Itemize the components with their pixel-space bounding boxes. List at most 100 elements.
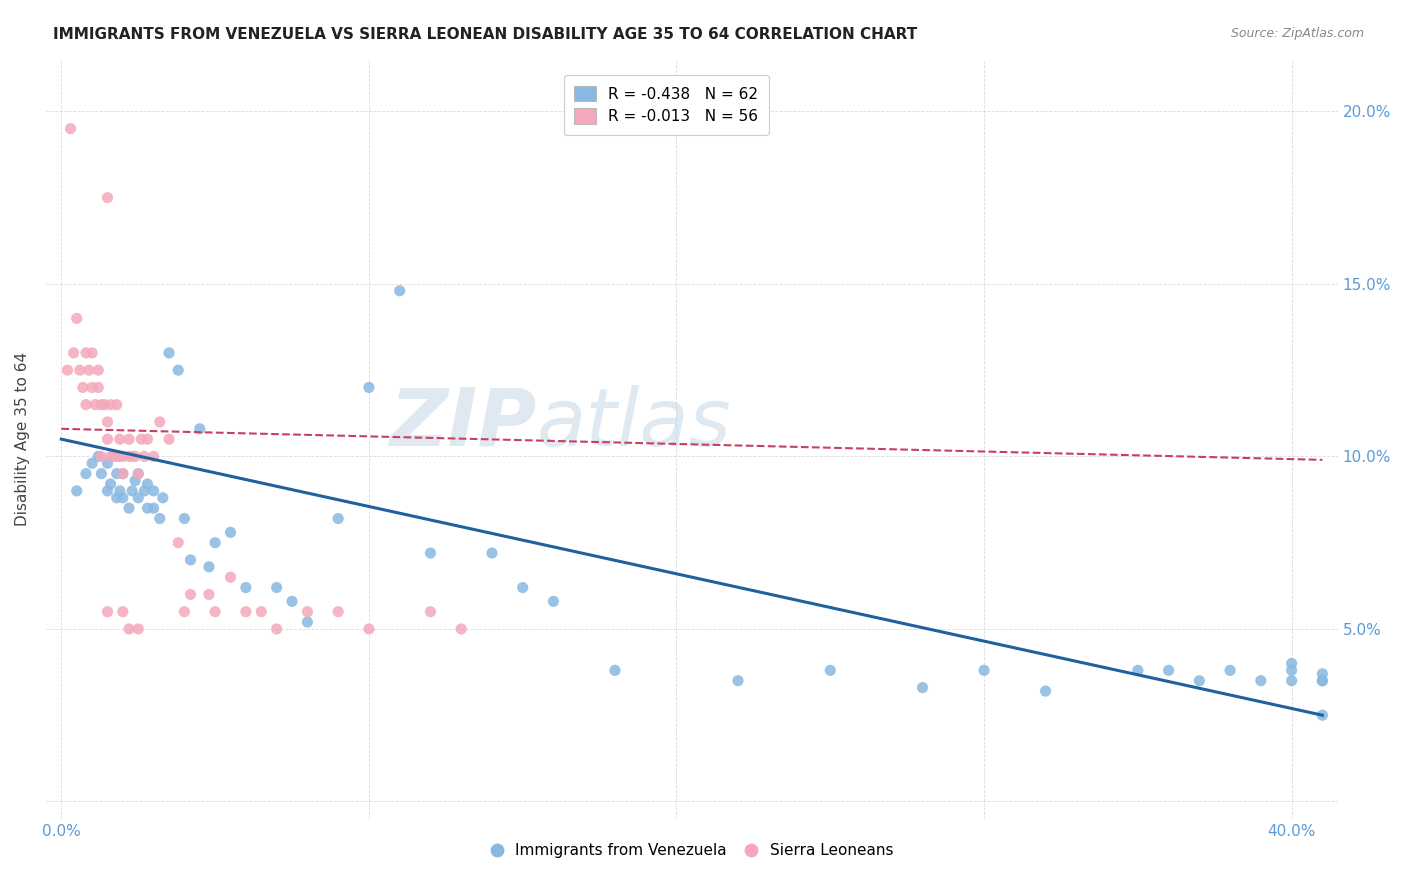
- Point: [180, 587, 202, 601]
- Point: [96, 456, 118, 470]
- Point: [59, 121, 82, 136]
- Point: [111, 450, 134, 464]
- Point: [134, 450, 156, 464]
- Point: [62, 346, 84, 360]
- Point: [90, 450, 112, 464]
- Point: [266, 581, 288, 595]
- Point: [149, 511, 172, 525]
- Point: [82, 346, 104, 360]
- Point: [105, 467, 128, 481]
- Text: IMMIGRANTS FROM VENEZUELA VS SIERRA LEONEAN DISABILITY AGE 35 TO 64 CORRELATION : IMMIGRANTS FROM VENEZUELA VS SIERRA LEON…: [53, 27, 918, 42]
- Point: [118, 501, 141, 516]
- Point: [105, 450, 128, 464]
- Point: [96, 432, 118, 446]
- Point: [100, 450, 122, 464]
- Point: [297, 605, 319, 619]
- Point: [103, 450, 125, 464]
- Point: [72, 380, 94, 394]
- Point: [118, 450, 141, 464]
- Point: [69, 363, 91, 377]
- Y-axis label: Disability Age 35 to 64: Disability Age 35 to 64: [15, 352, 30, 526]
- Point: [105, 491, 128, 505]
- Point: [96, 483, 118, 498]
- Point: [93, 398, 115, 412]
- Point: [180, 553, 202, 567]
- Point: [66, 483, 89, 498]
- Point: [1312, 673, 1334, 688]
- Point: [204, 535, 226, 549]
- Point: [124, 450, 146, 464]
- Point: [108, 450, 131, 464]
- Text: ZIP: ZIP: [389, 385, 537, 463]
- Point: [121, 483, 143, 498]
- Point: [1250, 673, 1272, 688]
- Point: [450, 622, 472, 636]
- Legend: Immigrants from Venezuela, Sierra Leoneans: Immigrants from Venezuela, Sierra Leonea…: [485, 837, 900, 864]
- Point: [167, 363, 190, 377]
- Point: [250, 605, 273, 619]
- Point: [820, 664, 842, 678]
- Point: [911, 681, 934, 695]
- Point: [198, 587, 221, 601]
- Point: [173, 605, 195, 619]
- Point: [111, 467, 134, 481]
- Point: [1281, 657, 1303, 671]
- Point: [173, 511, 195, 525]
- Point: [75, 467, 97, 481]
- Point: [121, 450, 143, 464]
- Point: [127, 491, 149, 505]
- Point: [152, 491, 174, 505]
- Point: [56, 363, 79, 377]
- Point: [87, 363, 110, 377]
- Point: [328, 511, 350, 525]
- Point: [96, 191, 118, 205]
- Point: [419, 605, 441, 619]
- Point: [357, 380, 380, 394]
- Point: [188, 422, 211, 436]
- Point: [111, 467, 134, 481]
- Point: [1126, 664, 1149, 678]
- Point: [105, 398, 128, 412]
- Point: [136, 501, 159, 516]
- Point: [118, 622, 141, 636]
- Point: [266, 622, 288, 636]
- Point: [87, 450, 110, 464]
- Point: [328, 605, 350, 619]
- Point: [111, 491, 134, 505]
- Point: [136, 432, 159, 446]
- Point: [96, 415, 118, 429]
- Point: [127, 467, 149, 481]
- Point: [100, 477, 122, 491]
- Point: [131, 432, 153, 446]
- Point: [118, 432, 141, 446]
- Point: [419, 546, 441, 560]
- Point: [136, 477, 159, 491]
- Point: [1312, 708, 1334, 723]
- Point: [357, 622, 380, 636]
- Text: atlas: atlas: [537, 385, 731, 463]
- Point: [90, 467, 112, 481]
- Point: [108, 432, 131, 446]
- Point: [142, 501, 165, 516]
- Point: [219, 525, 242, 540]
- Point: [281, 594, 304, 608]
- Point: [1281, 673, 1303, 688]
- Point: [235, 581, 257, 595]
- Point: [157, 346, 180, 360]
- Point: [1281, 664, 1303, 678]
- Point: [127, 622, 149, 636]
- Point: [219, 570, 242, 584]
- Point: [973, 664, 995, 678]
- Point: [100, 398, 122, 412]
- Point: [134, 483, 156, 498]
- Point: [603, 664, 626, 678]
- Point: [1035, 684, 1057, 698]
- Point: [727, 673, 749, 688]
- Point: [481, 546, 503, 560]
- Point: [127, 467, 149, 481]
- Point: [1219, 664, 1241, 678]
- Point: [142, 483, 165, 498]
- Point: [1312, 673, 1334, 688]
- Text: Source: ZipAtlas.com: Source: ZipAtlas.com: [1230, 27, 1364, 40]
- Point: [90, 398, 112, 412]
